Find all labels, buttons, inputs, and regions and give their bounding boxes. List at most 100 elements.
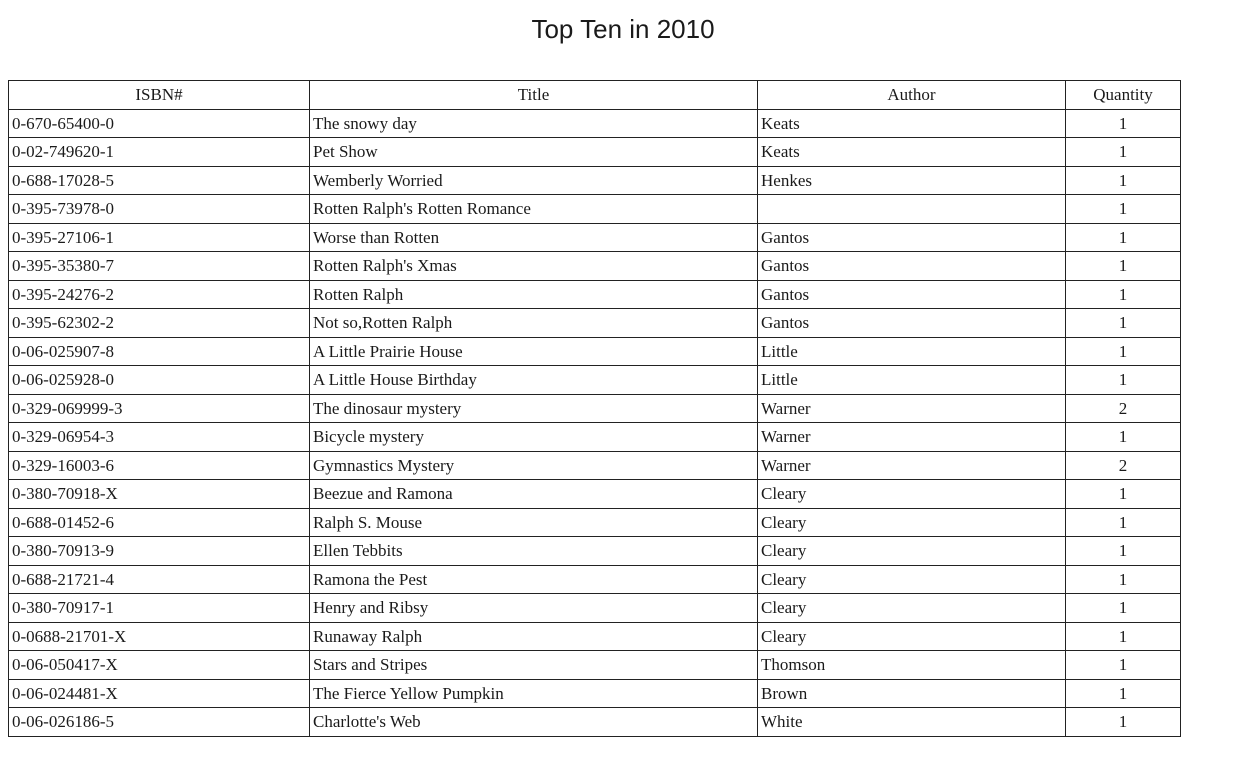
table-row: 0-02-749620-1 Pet Show Keats 1 [8, 137, 1181, 167]
title-cell: Rotten Ralph's Rotten Romance [309, 194, 758, 224]
table-row: 0-395-73978-0 Rotten Ralph's Rotten Roman… [8, 194, 1181, 224]
quantity-cell: 1 [1065, 222, 1181, 252]
author-cell: White [757, 707, 1066, 737]
title-cell: Ellen Tebbits [309, 536, 758, 566]
author-cell: Keats [757, 137, 1066, 167]
author-cell: Thomson [757, 650, 1066, 680]
title-cell: Ralph S. Mouse [309, 507, 758, 537]
author-cell: Cleary [757, 507, 1066, 537]
title-cell: A Little Prairie House [309, 336, 758, 366]
table-row: 0-380-70913-9 Ellen Tebbits Cleary 1 [8, 536, 1181, 566]
title-cell: Worse than Rotten [309, 222, 758, 252]
table-row: 0-0688-21701-X Runaway Ralph Cleary 1 [8, 621, 1181, 651]
author-cell: Warner [757, 450, 1066, 480]
table-row: 0-395-62302-2 Not so,Rotten Ralph Gantos 1 [8, 308, 1181, 338]
author-cell: Cleary [757, 564, 1066, 594]
quantity-cell: 2 [1065, 450, 1181, 480]
header-title: Title [309, 80, 758, 110]
quantity-cell: 1 [1065, 365, 1181, 395]
table-row: 0-688-21721-4 Ramona the Pest Cleary 1 [8, 564, 1181, 594]
table-row: 0-06-026186-5 Charlotte's Web White 1 [8, 707, 1181, 737]
quantity-cell: 1 [1065, 621, 1181, 651]
author-cell: Cleary [757, 479, 1066, 509]
title-cell: The dinosaur mystery [309, 393, 758, 423]
table-row: 0-06-024481-X The Fierce Yellow Pumpkin Br… [8, 678, 1181, 708]
isbn-cell: 0-06-026186-5 [8, 707, 310, 737]
isbn-cell: 0-329-069999-3 [8, 393, 310, 423]
table-row: 0-06-025928-0 A Little House Birthday Litt… [8, 365, 1181, 395]
title-cell: A Little House Birthday [309, 365, 758, 395]
table-row: 0-380-70917-1 Henry and Ribsy Cleary 1 [8, 593, 1181, 623]
quantity-cell: 1 [1065, 564, 1181, 594]
isbn-cell: 0-688-17028-5 [8, 165, 310, 195]
author-cell: Cleary [757, 593, 1066, 623]
quantity-cell: 1 [1065, 707, 1181, 737]
author-cell: Little [757, 365, 1066, 395]
author-cell: Cleary [757, 536, 1066, 566]
quantity-cell: 1 [1065, 593, 1181, 623]
quantity-cell: 1 [1065, 678, 1181, 708]
quantity-cell: 1 [1065, 650, 1181, 680]
author-cell: Gantos [757, 222, 1066, 252]
author-cell: Little [757, 336, 1066, 366]
title-cell: Wemberly Worried [309, 165, 758, 195]
table-row: 0-395-27106-1 Worse than Rotten Gantos 1 [8, 222, 1181, 252]
isbn-cell: 0-329-06954-3 [8, 422, 310, 452]
title-cell: Rotten Ralph's Xmas [309, 251, 758, 281]
quantity-cell: 1 [1065, 279, 1181, 309]
isbn-cell: 0-06-025928-0 [8, 365, 310, 395]
isbn-cell: 0-02-749620-1 [8, 137, 310, 167]
header-author: Author [757, 80, 1066, 110]
quantity-cell: 1 [1065, 108, 1181, 138]
title-cell: Bicycle mystery [309, 422, 758, 452]
table-row: 0-06-050417-X Stars and Stripes Thomson 1 [8, 650, 1181, 680]
table-row: 0-06-025907-8 A Little Prairie House Littl… [8, 336, 1181, 366]
table-row: 0-380-70918-X Beezue and Ramona Cleary 1 [8, 479, 1181, 509]
quantity-cell: 1 [1065, 165, 1181, 195]
isbn-cell: 0-395-24276-2 [8, 279, 310, 309]
table-row: 0-688-01452-6 Ralph S. Mouse Cleary 1 [8, 507, 1181, 537]
title-cell: Gymnastics Mystery [309, 450, 758, 480]
quantity-cell: 1 [1065, 194, 1181, 224]
table-row: 0-329-06954-3 Bicycle mystery Warner 1 [8, 422, 1181, 452]
quantity-cell: 1 [1065, 422, 1181, 452]
isbn-cell: 0-380-70917-1 [8, 593, 310, 623]
author-cell: Brown [757, 678, 1066, 708]
isbn-cell: 0-06-025907-8 [8, 336, 310, 366]
quantity-cell: 1 [1065, 137, 1181, 167]
isbn-cell: 0-395-35380-7 [8, 251, 310, 281]
header-quantity: Quantity [1065, 80, 1181, 110]
quantity-cell: 1 [1065, 507, 1181, 537]
isbn-cell: 0-395-27106-1 [8, 222, 310, 252]
table-row: 0-395-24276-2 Rotten Ralph Gantos 1 [8, 279, 1181, 309]
quantity-cell: 1 [1065, 536, 1181, 566]
title-cell: Runaway Ralph [309, 621, 758, 651]
author-cell: Gantos [757, 251, 1066, 281]
isbn-cell: 0-329-16003-6 [8, 450, 310, 480]
isbn-cell: 0-0688-21701-X [8, 621, 310, 651]
title-cell: The Fierce Yellow Pumpkin [309, 678, 758, 708]
quantity-cell: 1 [1065, 336, 1181, 366]
isbn-cell: 0-670-65400-0 [8, 108, 310, 138]
author-cell: Warner [757, 393, 1066, 423]
title-cell: Henry and Ribsy [309, 593, 758, 623]
table-row: 0-670-65400-0 The snowy day Keats 1 [8, 108, 1181, 138]
title-cell: Rotten Ralph [309, 279, 758, 309]
isbn-cell: 0-688-21721-4 [8, 564, 310, 594]
isbn-cell: 0-688-01452-6 [8, 507, 310, 537]
title-cell: Stars and Stripes [309, 650, 758, 680]
quantity-cell: 2 [1065, 393, 1181, 423]
title-cell: The snowy day [309, 108, 758, 138]
table-row: 0-395-35380-7 Rotten Ralph's Xmas Gantos 1 [8, 251, 1181, 281]
author-cell [757, 194, 1066, 224]
isbn-cell: 0-395-62302-2 [8, 308, 310, 338]
title-cell: Charlotte's Web [309, 707, 758, 737]
author-cell: Warner [757, 422, 1066, 452]
isbn-cell: 0-06-050417-X [8, 650, 310, 680]
quantity-cell: 1 [1065, 308, 1181, 338]
author-cell: Gantos [757, 279, 1066, 309]
table-row: 0-688-17028-5 Wemberly Worried Henkes 1 [8, 165, 1181, 195]
isbn-cell: 0-380-70918-X [8, 479, 310, 509]
isbn-cell: 0-380-70913-9 [8, 536, 310, 566]
author-cell: Gantos [757, 308, 1066, 338]
